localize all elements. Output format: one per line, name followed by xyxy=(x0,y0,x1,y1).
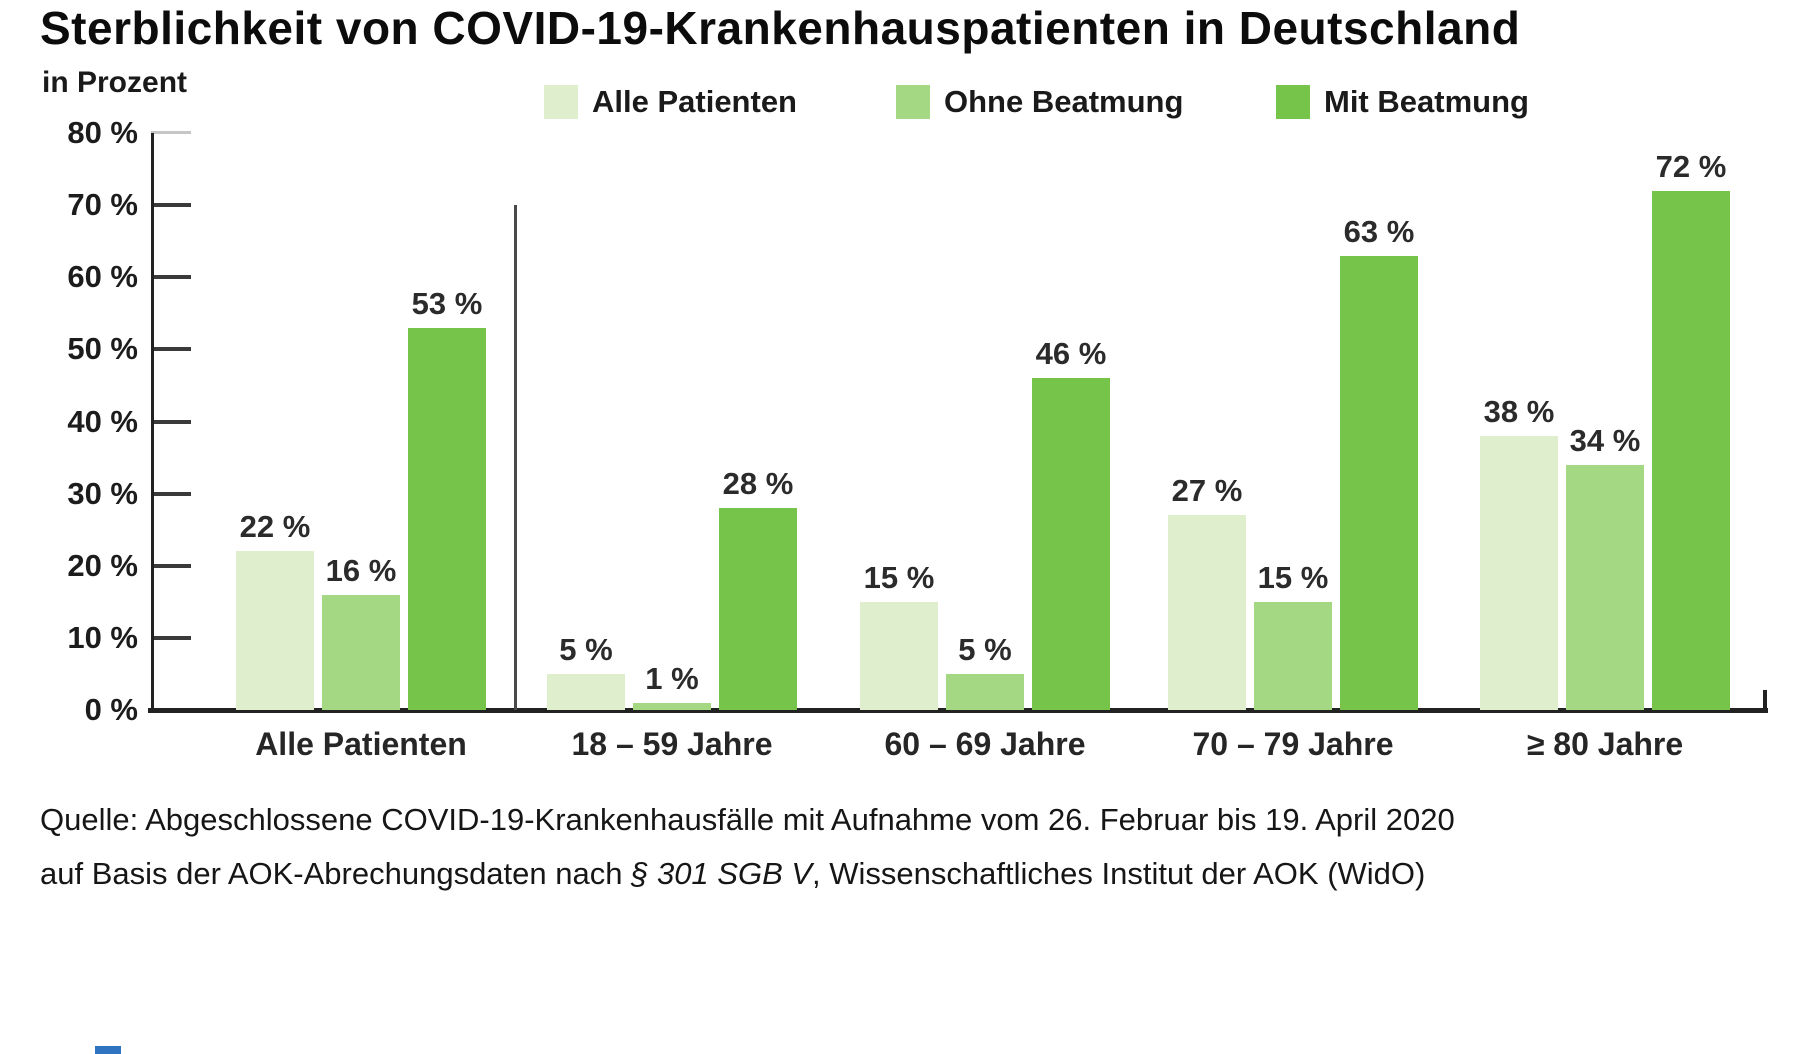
bar-value-label: 5 % xyxy=(958,631,1012,667)
bar-mit-beatmung xyxy=(1652,190,1730,710)
bar-alle-patienten xyxy=(547,673,625,710)
y-axis-tick xyxy=(151,635,191,640)
bar-value-label: 1 % xyxy=(645,660,699,696)
bar-value-label: 72 % xyxy=(1655,148,1727,184)
legend-swatch xyxy=(1276,85,1310,119)
bar-value-label: 27 % xyxy=(1171,473,1243,509)
y-axis-tick-label: 30 % xyxy=(67,475,138,511)
bar-ohne-beatmung xyxy=(322,594,400,710)
bar-mit-beatmung xyxy=(719,508,797,710)
chart-title: Sterblichkeit von COVID-19-Krankenhauspa… xyxy=(40,2,1521,54)
bar-mit-beatmung xyxy=(408,327,486,710)
bar-ohne-beatmung xyxy=(633,702,711,710)
y-axis-unit-label: in Prozent xyxy=(42,66,188,99)
legend-swatch xyxy=(896,85,930,119)
legend-item: Mit Beatmung xyxy=(1276,84,1529,120)
legend-label: Ohne Beatmung xyxy=(944,84,1184,119)
source-line1: Quelle: Abgeschlossene COVID-19-Krankenh… xyxy=(40,802,1455,837)
bar-mit-beatmung xyxy=(1340,255,1418,710)
bar-alle-patienten xyxy=(236,551,314,710)
bar-ohne-beatmung xyxy=(946,673,1024,710)
bar-alle-patienten xyxy=(1168,515,1246,710)
bar-value-label: 28 % xyxy=(722,466,794,502)
legend-label: Alle Patienten xyxy=(592,84,797,119)
y-axis-tick xyxy=(151,203,191,208)
y-axis-tick xyxy=(151,419,191,424)
x-axis-category-label: 18 – 59 Jahre xyxy=(571,726,773,762)
x-axis-category-label: ≥ 80 Jahre xyxy=(1526,726,1684,762)
bar-value-label: 22 % xyxy=(239,509,311,545)
source-line2-prefix: auf Basis der AOK-Abrechungsdaten nach xyxy=(40,856,632,891)
bar-value-label: 16 % xyxy=(325,552,397,588)
y-axis-tick xyxy=(151,491,191,496)
y-axis-tick-label: 40 % xyxy=(67,403,138,439)
legend-swatch xyxy=(544,85,578,119)
bar-alle-patienten xyxy=(1480,435,1558,710)
y-axis-tick xyxy=(151,275,191,280)
bar-mit-beatmung xyxy=(1032,378,1110,710)
y-axis-tick-label: 10 % xyxy=(67,619,138,655)
bar-ohne-beatmung xyxy=(1566,464,1644,710)
bar-value-label: 34 % xyxy=(1569,422,1641,458)
bar-value-label: 46 % xyxy=(1035,336,1107,372)
bar-value-label: 5 % xyxy=(559,631,613,667)
group-separator-line xyxy=(514,205,517,710)
y-axis-tick-label: 20 % xyxy=(67,547,138,583)
legend-label: Mit Beatmung xyxy=(1324,84,1529,119)
source-line2-suffix: , Wissenschaftliches Institut der AOK (W… xyxy=(812,856,1426,891)
x-axis-end-tick xyxy=(1763,690,1767,708)
x-axis-category-label: 60 – 69 Jahre xyxy=(884,726,1086,762)
bottom-left-blue-mark xyxy=(95,1046,121,1054)
x-axis-category-label: Alle Patienten xyxy=(255,726,467,762)
y-axis-tick-label: 60 % xyxy=(67,259,138,295)
bar-value-label: 53 % xyxy=(411,285,483,321)
bar-value-label: 38 % xyxy=(1483,393,1555,429)
bar-ohne-beatmung xyxy=(1254,601,1332,710)
y-axis-tick xyxy=(151,131,191,134)
bar-value-label: 15 % xyxy=(863,559,935,595)
legend-item: Alle Patienten xyxy=(544,84,797,120)
y-axis-tick xyxy=(151,563,191,568)
y-axis-tick xyxy=(151,347,191,352)
x-axis-line xyxy=(148,708,1768,713)
y-axis-tick-label: 50 % xyxy=(67,331,138,367)
y-axis-tick-label: 80 % xyxy=(67,115,138,150)
x-axis-category-label: 70 – 79 Jahre xyxy=(1192,726,1394,762)
y-axis-line xyxy=(151,133,154,713)
y-axis-tick-label: 70 % xyxy=(67,187,138,223)
bar-value-label: 63 % xyxy=(1343,213,1415,249)
y-axis-tick-label: 0 % xyxy=(84,692,138,727)
source-line2-law-reference: § 301 SGB V xyxy=(631,856,813,891)
bar-alle-patienten xyxy=(860,601,938,710)
legend-item: Ohne Beatmung xyxy=(896,84,1183,120)
bar-value-label: 15 % xyxy=(1257,559,1329,595)
source-note: Quelle: Abgeschlossene COVID-19-Krankenh… xyxy=(40,793,1455,901)
